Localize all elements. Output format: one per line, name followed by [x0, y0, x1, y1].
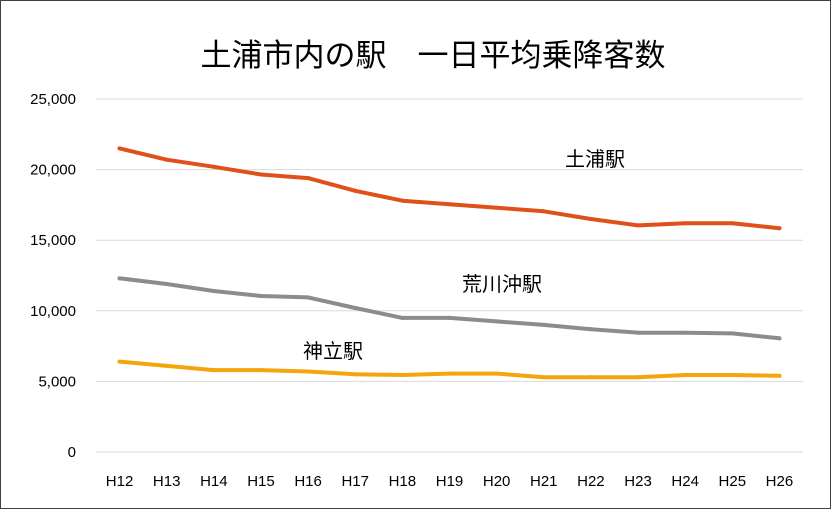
data-point: [777, 226, 782, 231]
data-point: [306, 295, 311, 300]
data-point: [211, 368, 216, 373]
x-tick-label: H18: [389, 473, 417, 490]
data-point: [683, 221, 688, 226]
data-point: [258, 293, 263, 298]
data-point: [730, 221, 735, 226]
data-point: [588, 327, 593, 332]
data-point: [494, 371, 499, 376]
x-tick-label: H20: [483, 473, 511, 490]
data-point: [494, 319, 499, 324]
data-point: [258, 172, 263, 177]
data-point: [117, 146, 122, 151]
data-point: [400, 373, 405, 378]
data-point: [541, 322, 546, 327]
data-point: [164, 281, 169, 286]
data-point: [541, 375, 546, 380]
x-tick-label: H26: [766, 473, 794, 490]
data-point: [400, 315, 405, 320]
data-point: [636, 375, 641, 380]
data-point: [636, 330, 641, 335]
data-point: [683, 330, 688, 335]
data-point: [306, 369, 311, 374]
data-point: [494, 205, 499, 210]
series-label: 土浦駅: [565, 147, 625, 171]
x-tick-label: H25: [719, 473, 747, 490]
data-point: [636, 223, 641, 228]
series-label: 荒川沖駅: [462, 272, 542, 296]
data-point: [730, 331, 735, 336]
y-tick-label: 0: [68, 444, 76, 461]
y-tick-label: 15,000: [30, 232, 76, 249]
data-point: [730, 373, 735, 378]
x-tick-label: H23: [624, 473, 652, 490]
y-tick-label: 20,000: [30, 162, 76, 179]
data-point: [211, 289, 216, 294]
data-point: [400, 198, 405, 203]
data-point: [258, 368, 263, 373]
x-tick-label: H13: [153, 473, 181, 490]
data-point: [164, 157, 169, 162]
y-axis: 0 5,000 10,000 15,000 20,000 25,000: [30, 91, 76, 461]
series-line: [117, 276, 782, 341]
data-point: [353, 188, 358, 193]
gridlines: [96, 98, 803, 453]
data-point: [541, 209, 546, 214]
y-tick-label: 10,000: [30, 303, 76, 320]
x-tick-label: H22: [577, 473, 605, 490]
data-point: [117, 359, 122, 364]
data-point: [777, 373, 782, 378]
y-tick-label: 25,000: [30, 91, 76, 108]
x-tick-label: H17: [341, 473, 369, 490]
series-line: [117, 146, 782, 231]
x-tick-label: H19: [436, 473, 464, 490]
x-tick-label: H24: [671, 473, 699, 490]
data-point: [211, 164, 216, 169]
series-label: 神立駅: [303, 339, 363, 363]
data-point: [777, 336, 782, 341]
x-tick-label: H15: [247, 473, 275, 490]
x-axis: H12 H13 H14 H15 H16 H17 H18 H19 H20 H21 H22 H23 H24 H…: [106, 473, 793, 490]
data-point: [447, 202, 452, 207]
x-tick-label: H21: [530, 473, 558, 490]
x-tick-label: H12: [106, 473, 134, 490]
data-point: [447, 315, 452, 320]
data-point: [164, 363, 169, 368]
x-tick-label: H14: [200, 473, 228, 490]
chart-title: 土浦市内の駅 一日平均乗降客数: [201, 38, 666, 74]
x-tick-label: H16: [294, 473, 322, 490]
data-point: [353, 305, 358, 310]
series-lines: [117, 146, 782, 380]
y-tick-label: 5,000: [38, 373, 76, 390]
data-point: [117, 276, 122, 281]
data-point: [306, 176, 311, 181]
data-point: [683, 373, 688, 378]
data-point: [447, 371, 452, 376]
data-point: [588, 375, 593, 380]
data-point: [353, 372, 358, 377]
data-point: [588, 217, 593, 222]
